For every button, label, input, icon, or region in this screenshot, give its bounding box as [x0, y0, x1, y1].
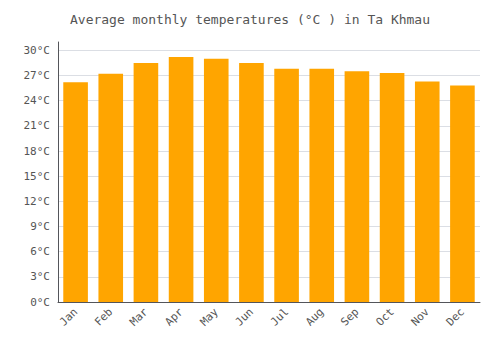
- svg-text:Nov: Nov: [409, 305, 432, 328]
- svg-text:12°C: 12°C: [24, 195, 51, 208]
- svg-text:27°C: 27°C: [24, 69, 51, 82]
- svg-text:21°C: 21°C: [24, 119, 51, 132]
- svg-text:Jul: Jul: [268, 305, 291, 328]
- svg-text:24°C: 24°C: [24, 94, 51, 107]
- svg-text:Dec: Dec: [444, 305, 467, 328]
- svg-text:Jan: Jan: [57, 305, 80, 328]
- svg-text:3°C: 3°C: [30, 270, 50, 283]
- svg-text:Apr: Apr: [162, 305, 185, 328]
- svg-text:30°C: 30°C: [24, 44, 51, 57]
- svg-text:Average monthly temperatures (: Average monthly temperatures (°C ) in Ta…: [70, 12, 430, 27]
- svg-text:6°C: 6°C: [30, 245, 50, 258]
- svg-text:9°C: 9°C: [30, 220, 50, 233]
- svg-text:Feb: Feb: [92, 305, 115, 328]
- svg-text:Mar: Mar: [127, 305, 150, 328]
- svg-text:Aug: Aug: [303, 305, 326, 328]
- svg-text:Sep: Sep: [338, 305, 361, 328]
- svg-text:18°C: 18°C: [24, 145, 51, 158]
- svg-text:0°C: 0°C: [30, 296, 50, 309]
- svg-text:May: May: [198, 305, 221, 328]
- svg-text:Oct: Oct: [373, 305, 396, 328]
- svg-text:Jun: Jun: [233, 305, 256, 328]
- svg-text:15°C: 15°C: [24, 170, 51, 183]
